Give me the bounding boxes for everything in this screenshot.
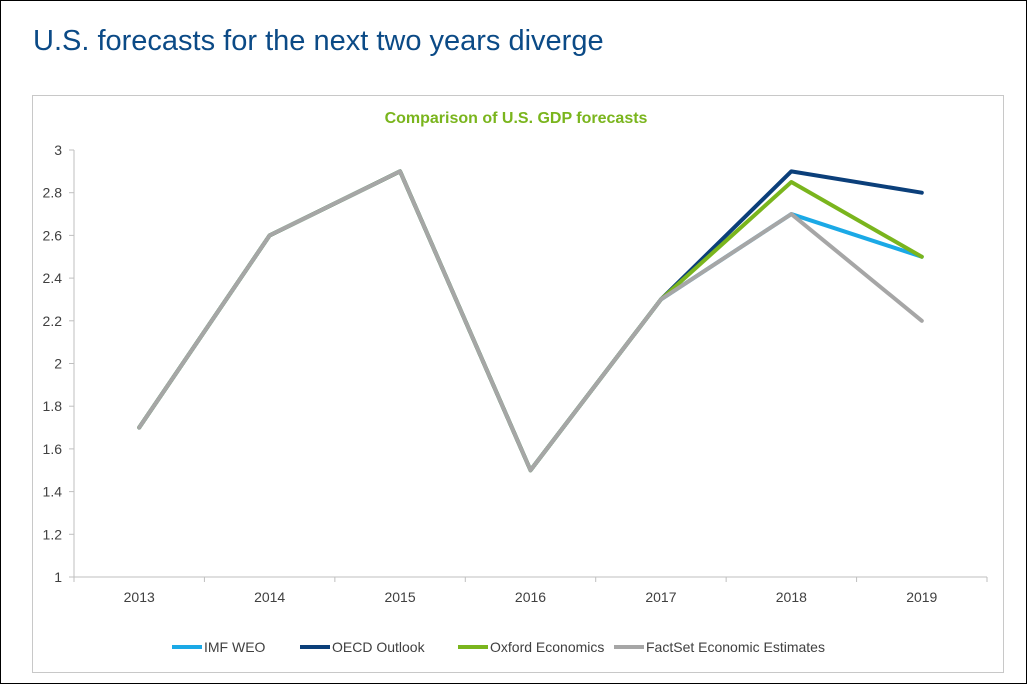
y-tick-label: 1.2 bbox=[43, 526, 63, 542]
series-line-imf-weo bbox=[137, 169, 924, 473]
x-tick-label: 2018 bbox=[776, 589, 807, 605]
y-tick-label: 2.8 bbox=[43, 185, 63, 201]
y-tick-label: 1.4 bbox=[43, 484, 63, 500]
series-line-factset-economic-estimates bbox=[137, 169, 924, 473]
x-tick-label: 2017 bbox=[645, 589, 676, 605]
x-tick-label: 2014 bbox=[254, 589, 285, 605]
y-tick-label: 1.8 bbox=[43, 398, 63, 414]
legend-label: Oxford Economics bbox=[490, 639, 604, 655]
y-tick-label: 1 bbox=[54, 569, 62, 585]
x-tick-label: 2019 bbox=[906, 589, 937, 605]
y-tick-label: 2.2 bbox=[43, 313, 63, 329]
x-tick-label: 2013 bbox=[124, 589, 155, 605]
series-line-oecd-outlook bbox=[137, 169, 924, 473]
series-line-oxford-economics bbox=[137, 169, 924, 473]
legend-label: FactSet Economic Estimates bbox=[646, 639, 825, 655]
x-tick-label: 2015 bbox=[384, 589, 415, 605]
page-title: U.S. forecasts for the next two years di… bbox=[33, 25, 604, 57]
y-tick-label: 2.4 bbox=[43, 270, 63, 286]
x-tick-label: 2016 bbox=[515, 589, 546, 605]
y-tick-label: 2.6 bbox=[43, 227, 63, 243]
chart-title: Comparison of U.S. GDP forecasts bbox=[385, 110, 648, 127]
chart-axes: 1 1.2 1.4 1.6 1.8 2 2.2 2.4 2.6 2.8 3 2013 2014 2015 2… bbox=[43, 142, 988, 605]
legend-label: OECD Outlook bbox=[332, 639, 426, 655]
chart-legend: IMF WEO OECD Outlook Oxford Economics FactS… bbox=[172, 639, 825, 655]
y-tick-label: 1.6 bbox=[43, 441, 63, 457]
y-tick-label: 2 bbox=[54, 356, 62, 372]
legend-label: IMF WEO bbox=[204, 639, 266, 655]
y-tick-label: 3 bbox=[54, 142, 62, 158]
series-layer bbox=[137, 169, 924, 473]
